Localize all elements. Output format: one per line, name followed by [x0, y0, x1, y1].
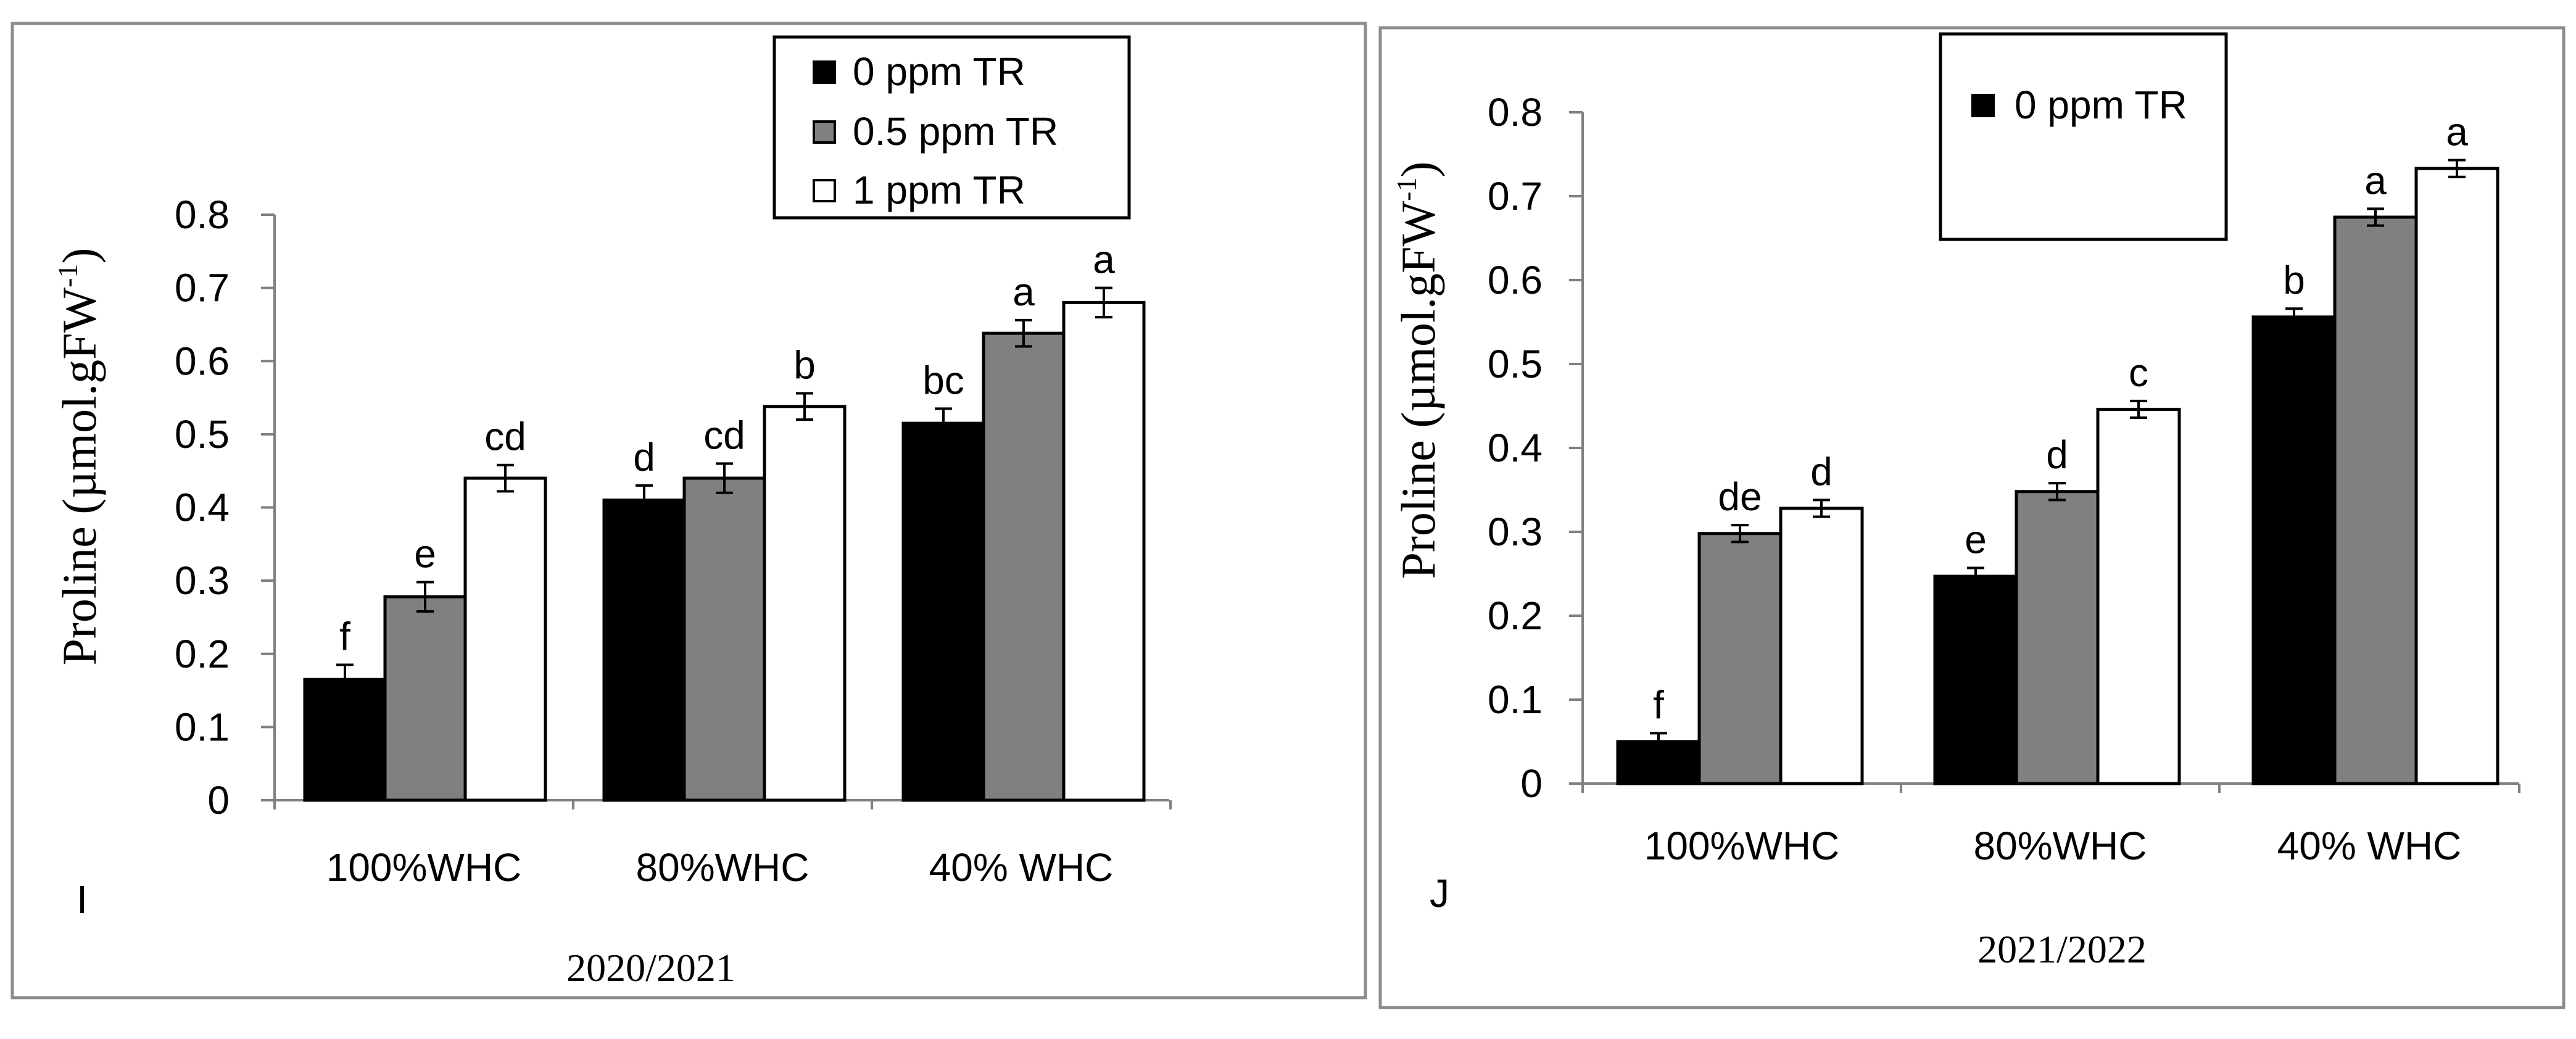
legend-entry: 1 ppm TR: [853, 168, 1025, 212]
legend-swatch: [813, 179, 836, 202]
panel-label: I: [77, 877, 88, 922]
x-axis-title: 2020/2021: [566, 946, 735, 990]
x-category-label: 80%WHC: [636, 845, 810, 890]
bar: [383, 595, 467, 802]
x-category-label: 40% WHC: [2277, 824, 2462, 868]
significance-letter: d: [1810, 449, 1833, 494]
panel-label: J: [1430, 871, 1449, 916]
legend-entry: 0.5 ppm TR: [853, 109, 1058, 154]
bar: [2015, 490, 2100, 785]
y-tick-label: 0.3: [175, 558, 230, 603]
y-tick-label: 0.7: [175, 266, 230, 310]
bar: [602, 499, 686, 802]
bar: [682, 476, 766, 802]
bar: [763, 405, 847, 802]
significance-letter: b: [793, 342, 816, 387]
x-category-label: 80%WHC: [1974, 824, 2147, 868]
significance-letter: f: [339, 615, 350, 659]
y-tick-label: 0.2: [175, 632, 230, 676]
y-tick-label: 0.4: [175, 486, 230, 530]
significance-letter: a: [1093, 238, 1115, 282]
y-axis-title: Proline (µmol.gFW-1): [1391, 162, 1445, 579]
bar: [303, 677, 387, 802]
significance-letter: e: [1965, 517, 1987, 561]
significance-letter: cd: [703, 413, 745, 457]
legend-swatch: [813, 60, 836, 84]
significance-letter: a: [2446, 110, 2468, 154]
y-tick-label: 0.6: [1488, 258, 1543, 302]
significance-letter: b: [2283, 258, 2305, 302]
bar: [1779, 507, 1864, 785]
bar: [2333, 215, 2418, 785]
bar: [901, 421, 985, 802]
legend-box: [1939, 32, 2228, 241]
y-tick-label: 0.7: [1488, 174, 1543, 218]
legend-entry: 0 ppm TR: [853, 49, 1025, 94]
chart-panel-2020-2021: 0 0.1 0.2 0.3 0.4 0.5 0.6 0.7 0.8 f e cd 100%WHC d cd b…: [10, 22, 1367, 1000]
x-category-label: 100%WHC: [1644, 824, 1840, 868]
significance-letter: a: [1013, 270, 1035, 314]
x-axis-title: 2021/2022: [1978, 927, 2147, 971]
bar: [1062, 300, 1146, 802]
significance-letter: d: [2046, 433, 2068, 477]
x-category-label: 40% WHC: [929, 845, 1114, 890]
y-tick-label: 0.8: [1488, 90, 1543, 135]
y-tick-label: 0: [207, 778, 230, 822]
y-tick-label: 0.8: [175, 192, 230, 237]
y-axis-title: Proline (µmol.gFW-1): [52, 248, 106, 666]
y-tick-label: 0.1: [175, 705, 230, 749]
legend-entry: 0 ppm TR: [2015, 83, 2187, 127]
significance-letter: a: [2364, 158, 2387, 202]
y-tick-label: 0.5: [1488, 342, 1543, 386]
legend-swatch: [1971, 94, 1995, 117]
significance-letter: e: [414, 531, 436, 576]
significance-letter: f: [1653, 682, 1664, 727]
significance-letter: cd: [484, 415, 526, 459]
bar: [2251, 315, 2337, 785]
x-category-label: 100%WHC: [326, 845, 522, 890]
bar: [463, 476, 547, 802]
y-tick-label: 0.4: [1488, 426, 1543, 470]
y-tick-label: 0.5: [175, 412, 230, 457]
significance-letter: d: [633, 435, 655, 479]
bar: [2414, 167, 2499, 785]
legend-swatch: [813, 120, 836, 144]
significance-letter: c: [2129, 350, 2148, 395]
y-tick-label: 0.3: [1488, 510, 1543, 554]
y-tick-label: 0.6: [175, 339, 230, 383]
chart-panel-2021-2022: 0 0.1 0.2 0.3 0.4 0.5 0.6 0.7 0.8 f de d 100%WHC e d c 8…: [1378, 26, 2566, 1009]
bar: [982, 331, 1066, 802]
y-tick-label: 0.1: [1488, 677, 1543, 722]
bar: [1697, 532, 1783, 785]
bar: [1933, 574, 2018, 785]
significance-letter: de: [1718, 474, 1762, 519]
y-tick-label: 0.2: [1488, 594, 1543, 638]
bar: [2096, 407, 2181, 785]
y-tick-label: 0: [1520, 761, 1543, 806]
significance-letter: bc: [922, 358, 964, 402]
